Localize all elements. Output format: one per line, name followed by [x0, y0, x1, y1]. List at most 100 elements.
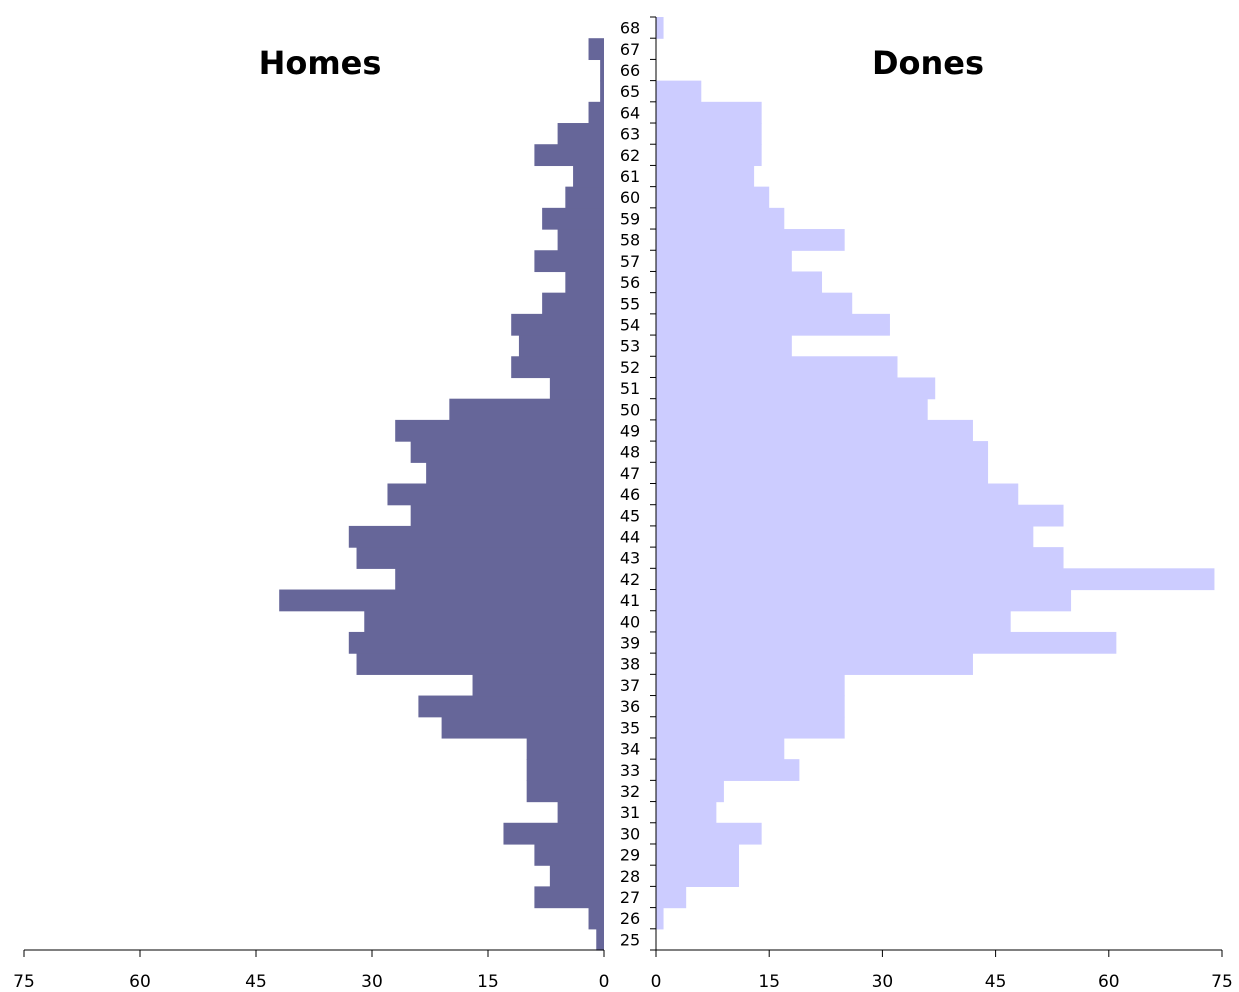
age-label-46: 46 — [620, 485, 640, 504]
age-label-63: 63 — [620, 125, 640, 144]
dones-bar-57 — [656, 250, 792, 273]
homes-bar-50 — [449, 398, 604, 421]
homes-tick-label-15: 15 — [477, 972, 499, 992]
dones-bar-34 — [656, 737, 785, 760]
age-label-35: 35 — [620, 718, 640, 737]
dones-bar-50 — [656, 398, 928, 421]
homes-bar-43 — [356, 547, 604, 569]
homes-bar-52 — [511, 356, 604, 379]
age-label-43: 43 — [620, 549, 640, 568]
dones-bar-51 — [656, 377, 936, 400]
age-label-61: 61 — [620, 167, 640, 186]
homes-bar-36 — [418, 695, 604, 718]
dones-bar-47 — [656, 462, 989, 485]
age-label-28: 28 — [620, 867, 640, 886]
dones-tick-label-75: 75 — [1211, 972, 1233, 992]
homes-tick-label-45: 45 — [245, 972, 267, 992]
dones-tick-label-30: 30 — [872, 972, 894, 992]
homes-bar-51 — [549, 377, 604, 400]
age-label-38: 38 — [620, 655, 640, 674]
homes-bar-62 — [534, 144, 604, 167]
homes-bar-45 — [410, 504, 604, 527]
x-tick-labels: 75 60 45 30 15 0 0 15 30 45 60 75 — [13, 972, 1233, 992]
homes-bar-37 — [472, 674, 604, 697]
dones-bar-26 — [656, 907, 664, 930]
age-label-34: 34 — [620, 740, 640, 759]
homes-bar-26 — [588, 907, 604, 930]
dones-bar-49 — [656, 419, 973, 442]
homes-bar-38 — [356, 653, 604, 675]
homes-bars — [279, 38, 604, 951]
age-label-49: 49 — [620, 421, 640, 440]
homes-bar-27 — [534, 886, 604, 909]
homes-bar-25 — [596, 928, 604, 951]
age-label-58: 58 — [620, 231, 640, 250]
age-label-52: 52 — [620, 358, 640, 377]
homes-bar-40 — [364, 610, 604, 633]
homes-bar-67 — [588, 38, 604, 61]
dones-bar-48 — [656, 441, 989, 463]
homes-bar-33 — [526, 759, 604, 781]
homes-bar-60 — [565, 186, 604, 209]
homes-bar-66 — [600, 59, 604, 82]
age-label-67: 67 — [620, 40, 640, 59]
dones-bar-45 — [656, 504, 1064, 527]
homes-bar-41 — [279, 589, 604, 612]
age-label-62: 62 — [620, 146, 640, 165]
dones-bar-64 — [656, 101, 762, 124]
age-label-31: 31 — [620, 803, 640, 822]
dones-bar-39 — [656, 631, 1117, 654]
dones-bar-40 — [656, 610, 1011, 633]
dones-bar-37 — [656, 674, 845, 697]
dones-bar-65 — [656, 80, 702, 103]
homes-bar-58 — [557, 229, 604, 251]
dones-bar-54 — [656, 313, 890, 336]
age-label-42: 42 — [620, 570, 640, 589]
age-label-54: 54 — [620, 315, 640, 334]
homes-bar-28 — [549, 865, 604, 887]
age-label-40: 40 — [620, 612, 640, 631]
age-label-37: 37 — [620, 676, 640, 695]
age-label-50: 50 — [620, 400, 640, 419]
dones-bar-55 — [656, 292, 853, 315]
dones-bar-30 — [656, 822, 762, 845]
homes-bar-46 — [387, 483, 604, 506]
dones-bar-68 — [656, 17, 664, 39]
age-label-65: 65 — [620, 82, 640, 101]
homes-bar-59 — [542, 207, 604, 230]
age-label-68: 68 — [620, 19, 640, 38]
homes-tick-label-60: 60 — [129, 972, 151, 992]
homes-bar-44 — [348, 525, 604, 548]
homes-bar-63 — [557, 123, 604, 145]
age-labels: 25 26 27 28 29 30 31 32 33 34 35 36 37 38 39 40 41 42 43 44… — [620, 19, 640, 950]
dones-bar-61 — [656, 165, 755, 188]
axes — [23, 16, 1223, 957]
homes-bar-42 — [395, 568, 604, 591]
age-label-64: 64 — [620, 103, 640, 122]
dones-bar-46 — [656, 483, 1019, 506]
age-label-47: 47 — [620, 464, 640, 483]
age-label-41: 41 — [620, 591, 640, 610]
homes-bar-65 — [600, 80, 604, 103]
age-label-55: 55 — [620, 294, 640, 313]
age-label-30: 30 — [620, 824, 640, 843]
dones-bar-62 — [656, 144, 762, 167]
age-label-39: 39 — [620, 634, 640, 653]
age-label-51: 51 — [620, 379, 640, 398]
homes-bar-64 — [588, 101, 604, 124]
dones-tick-label-0: 0 — [651, 972, 662, 992]
dones-tick-label-15: 15 — [758, 972, 780, 992]
homes-bar-31 — [557, 801, 604, 824]
dones-bar-56 — [656, 271, 823, 294]
dones-bar-33 — [656, 759, 800, 781]
dones-bars — [656, 17, 1215, 930]
dones-bar-36 — [656, 695, 845, 718]
age-label-59: 59 — [620, 209, 640, 228]
dones-bar-29 — [656, 843, 740, 866]
dones-bar-27 — [656, 886, 687, 909]
dones-bar-35 — [656, 716, 845, 739]
homes-title: Homes — [259, 44, 382, 82]
dones-bar-41 — [656, 589, 1072, 612]
dones-bar-44 — [656, 525, 1034, 548]
